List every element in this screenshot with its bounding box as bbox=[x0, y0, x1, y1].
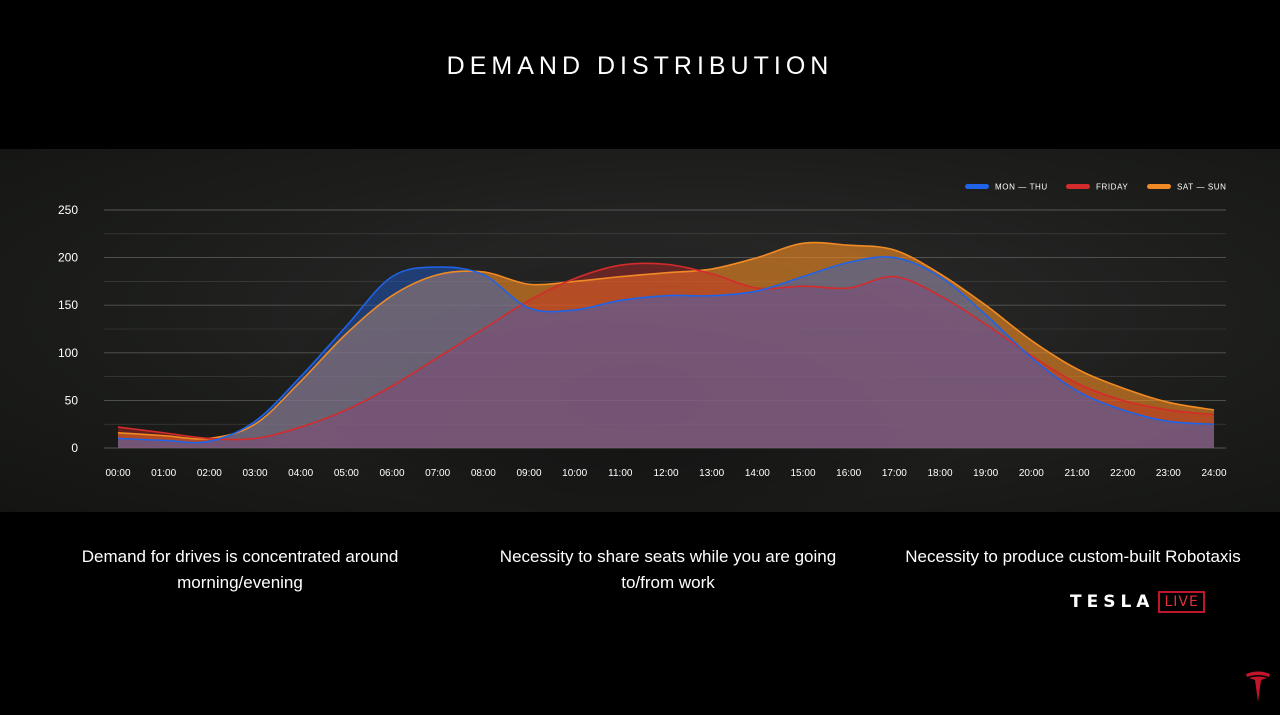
y-tick-label: 0 bbox=[71, 441, 78, 455]
x-tick-label: 00:00 bbox=[105, 468, 130, 479]
y-tick-label: 100 bbox=[58, 346, 78, 360]
series-area-sat-sun bbox=[118, 242, 1214, 448]
x-tick-label: 16:00 bbox=[836, 468, 861, 479]
x-tick-label: 23:00 bbox=[1156, 468, 1181, 479]
tesla-wordmark: TESLA bbox=[1070, 592, 1155, 612]
legend-swatch bbox=[1066, 184, 1090, 189]
x-tick-label: 15:00 bbox=[790, 468, 815, 479]
legend-label: MON — THU bbox=[995, 183, 1048, 192]
x-tick-label: 05:00 bbox=[334, 468, 359, 479]
y-tick-label: 250 bbox=[58, 203, 78, 217]
legend-item: MON — THU bbox=[965, 183, 1048, 192]
x-tick-label: 21:00 bbox=[1064, 468, 1089, 479]
x-tick-label: 07:00 bbox=[425, 468, 450, 479]
series-line-sat-sun bbox=[117, 241, 1215, 440]
x-tick-label: 02:00 bbox=[197, 468, 222, 479]
y-tick-label: 200 bbox=[58, 251, 78, 265]
x-tick-label: 14:00 bbox=[745, 468, 770, 479]
legend-item: SAT — SUN bbox=[1147, 183, 1227, 192]
y-tick-label: 50 bbox=[65, 393, 79, 407]
x-tick-label: 03:00 bbox=[242, 468, 267, 479]
legend-swatch bbox=[965, 184, 989, 189]
demand-chart: 0 50 100 150 200 250 00:00 01:00 02:00 03:00 04:0… bbox=[58, 183, 1227, 512]
x-tick-label: 01:00 bbox=[151, 468, 176, 479]
legend-item: FRIDAY bbox=[1066, 183, 1128, 192]
x-tick-label: 24:00 bbox=[1201, 468, 1226, 479]
x-tick-label: 19:00 bbox=[973, 468, 998, 479]
tesla-live-branding: TESLA LIVE bbox=[1070, 590, 1205, 614]
series-area-mon-thu bbox=[118, 256, 1214, 448]
x-tick-label: 18:00 bbox=[927, 468, 952, 479]
caption-middle: Necessity to share seats while you are g… bbox=[499, 547, 837, 592]
x-tick-label: 22:00 bbox=[1110, 468, 1135, 479]
x-tick-label: 04:00 bbox=[288, 468, 313, 479]
y-tick-label: 150 bbox=[58, 298, 78, 312]
legend-label: SAT — SUN bbox=[1177, 183, 1227, 192]
x-tick-label: 10:00 bbox=[562, 468, 587, 479]
live-badge: LIVE bbox=[1158, 591, 1205, 613]
page-title: DEMAND DISTRIBUTION bbox=[446, 52, 834, 80]
x-tick-label: 11:00 bbox=[608, 468, 633, 479]
x-tick-label: 17:00 bbox=[882, 468, 907, 479]
x-tick-label: 20:00 bbox=[1019, 468, 1044, 479]
series-line-friday bbox=[117, 262, 1215, 441]
legend-swatch bbox=[1147, 184, 1171, 189]
x-tick-label: 09:00 bbox=[516, 468, 541, 479]
x-tick-label: 06:00 bbox=[379, 468, 404, 479]
x-tick-label: 12:00 bbox=[653, 468, 678, 479]
series-line-mon-thu bbox=[117, 256, 1215, 444]
series-area-friday bbox=[118, 263, 1214, 448]
tesla-t-logo-icon bbox=[1246, 671, 1270, 702]
x-tick-label: 13:00 bbox=[699, 468, 724, 479]
legend-label: FRIDAY bbox=[1096, 183, 1128, 192]
caption-left: Demand for drives is concentrated around… bbox=[81, 547, 399, 592]
chart-panel: 0 50 100 150 200 250 00:00 01:00 02:00 03:00 04:0… bbox=[0, 149, 1280, 512]
caption-right: Necessity to produce custom-built Robota… bbox=[905, 547, 1241, 566]
x-tick-label: 08:00 bbox=[471, 468, 496, 479]
